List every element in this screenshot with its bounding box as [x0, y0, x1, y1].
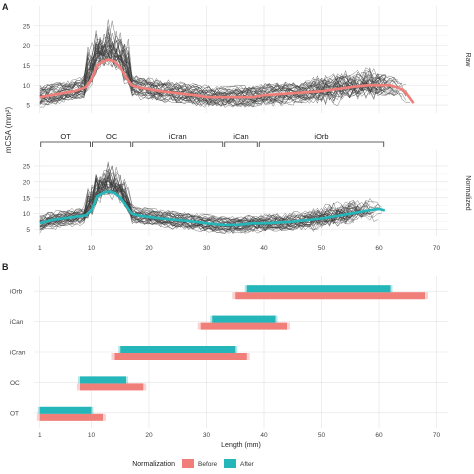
individual-trace — [39, 33, 386, 97]
x-tick-label: 10 — [88, 432, 96, 439]
after-bar — [246, 285, 391, 293]
individual-trace — [39, 172, 350, 234]
facet-normalized: 5 10 15 20 25 Normalized — [23, 150, 471, 236]
after-bar — [80, 376, 126, 384]
x-tick-label: 40 — [260, 432, 268, 439]
facet-raw: 5 10 15 20 25 Raw — [23, 6, 471, 113]
legend-label-after: After — [240, 461, 255, 468]
legend-title: Normalization — [132, 461, 175, 468]
y-tick-label: 15 — [23, 63, 31, 70]
region-label: OC — [106, 132, 118, 141]
x-tick-label: 50 — [318, 432, 326, 439]
y-tick-label: 25 — [23, 163, 31, 170]
before-bar — [39, 413, 103, 421]
y-tick-label: 20 — [23, 179, 31, 186]
region-bracket-iorb: iOrb — [258, 132, 385, 147]
x-tick-label: 30 — [203, 245, 211, 252]
individual-trace — [39, 19, 403, 94]
x-tick-label: 30 — [203, 432, 211, 439]
panel-a: 5 10 15 20 25 Raw 5 10 15 20 25 Normalized 1 10 20 30 40… — [23, 6, 471, 252]
after-bar — [120, 346, 236, 353]
before-bar — [80, 383, 144, 391]
region-label: iCan — [233, 132, 248, 141]
after-bar — [212, 315, 276, 323]
category-label: OC — [10, 380, 20, 387]
x-tick-label: 60 — [375, 245, 383, 252]
x-tick-label: 40 — [260, 245, 268, 252]
region-bracket-line — [258, 141, 385, 147]
y-tick-label: 10 — [23, 83, 31, 90]
before-bar — [235, 292, 425, 300]
individual-trace — [39, 45, 395, 108]
individual-trace — [39, 40, 407, 100]
x-axis-label: Length (mm) — [221, 442, 261, 449]
after-bar — [39, 406, 92, 414]
panel-b: 1 10 20 30 40 50 60 70 iOrb iCan iCran OC OT Length (… — [10, 276, 448, 468]
x-tick-label: 50 — [318, 245, 326, 252]
y-tick-label: 15 — [23, 195, 31, 202]
x-tick-label: 20 — [145, 432, 153, 439]
individual-trace — [39, 175, 382, 230]
legend-key-before — [182, 459, 194, 468]
facet-strip-label: Normalized — [464, 175, 471, 211]
individual-trace — [39, 168, 383, 224]
region-bracket-line — [40, 141, 91, 147]
individual-trace — [39, 33, 399, 97]
mean-trace-raw — [39, 58, 415, 104]
legend-key-after — [224, 459, 236, 468]
y-tick-label: 25 — [23, 23, 31, 30]
region-label: OT — [60, 132, 71, 141]
x-tick-label: 70 — [433, 245, 441, 252]
category-label: iCran — [10, 350, 26, 357]
region-bracket-icran: iCran — [132, 132, 224, 147]
x-tick-label: 1 — [38, 432, 42, 439]
individual-trace — [39, 165, 378, 222]
y-tick-label: 20 — [23, 43, 31, 50]
region-label: iCran — [169, 132, 187, 141]
region-bracket-line — [224, 141, 258, 147]
region-bracket-ot: OT — [40, 132, 91, 147]
x-tick-label: 10 — [88, 245, 96, 252]
x-tick-label: 60 — [375, 432, 383, 439]
individual-trace — [39, 52, 403, 99]
panel-a-tag: A — [2, 2, 9, 12]
x-tick-label: 70 — [433, 432, 441, 439]
region-label: iOrb — [314, 132, 328, 141]
y-tick-label: 10 — [23, 211, 31, 218]
x-tick-label: 20 — [145, 245, 153, 252]
y-tick-label: 5 — [26, 103, 30, 110]
region-bracket-line — [92, 141, 132, 147]
category-label: OT — [10, 410, 19, 417]
category-label: iOrb — [10, 289, 23, 296]
legend-label-before: Before — [198, 461, 218, 468]
individual-trace — [39, 171, 354, 223]
region-bracket-ican: iCan — [224, 132, 258, 147]
before-bar — [114, 353, 247, 360]
individual-trace — [39, 38, 391, 94]
y-tick-label: 5 — [26, 227, 30, 234]
region-bracket-line — [132, 141, 224, 147]
panel-b-tag: B — [2, 262, 9, 272]
mean-trace-normalized — [39, 190, 386, 227]
individual-trace — [39, 20, 407, 96]
legend: Normalization Before After — [132, 459, 255, 468]
x-tick-label: 1 — [38, 245, 42, 252]
y-axis-label: mCSA (mm²) — [4, 107, 13, 154]
before-bar — [200, 322, 287, 330]
category-label: iCan — [10, 319, 24, 326]
facet-strip-label: Raw — [464, 52, 471, 67]
region-bracket-oc: OC — [92, 132, 132, 147]
